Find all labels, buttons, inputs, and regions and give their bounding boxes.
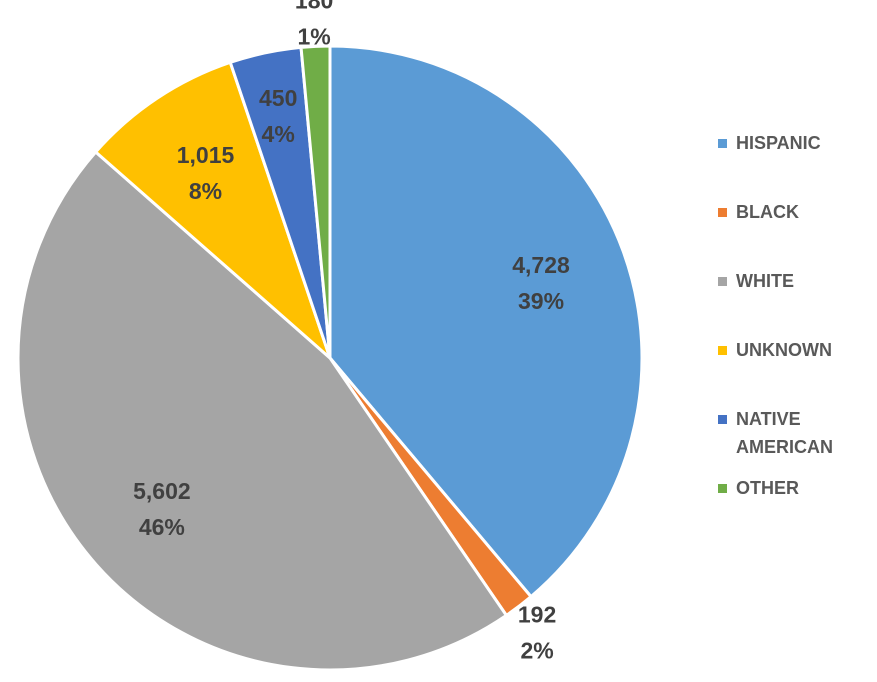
legend-item: HISPANIC [716,129,866,157]
legend-item: UNKNOWN [716,336,866,364]
data-label: 5,602 [133,478,191,504]
legend-item: WHITE [716,267,866,295]
data-label: 450 [259,85,297,111]
legend-label: BLACK [736,202,799,222]
percent-label: 39% [518,288,564,314]
legend-label: NATIVE AMERICAN [736,409,833,457]
legend-item: NATIVE AMERICAN [716,405,866,461]
legend-swatch [718,346,727,355]
data-label: 4,728 [512,252,570,278]
percent-label: 2% [520,637,553,663]
percent-label: 4% [262,121,295,147]
legend-swatch [718,208,727,217]
pie-slice [16,149,509,672]
legend-swatch [718,415,727,424]
data-label: 180 [295,0,333,13]
percent-label: 8% [189,178,222,204]
pie-slice [93,60,334,363]
percent-label: 1% [297,23,330,49]
legend-item: OTHER [716,474,866,502]
legend-label: UNKNOWN [736,340,832,360]
data-label: 192 [518,601,556,627]
legend-swatch [718,139,727,148]
legend-swatch [718,484,727,493]
legend-item: BLACK [716,198,866,226]
percent-label: 46% [139,514,185,540]
pie-slice [299,44,332,359]
legend-label: HISPANIC [736,133,821,153]
legend-label: OTHER [736,478,799,498]
legend-swatch [718,277,727,286]
pie-slice [328,44,644,599]
legend-label: WHITE [736,271,794,291]
data-label: 1,015 [177,142,235,168]
